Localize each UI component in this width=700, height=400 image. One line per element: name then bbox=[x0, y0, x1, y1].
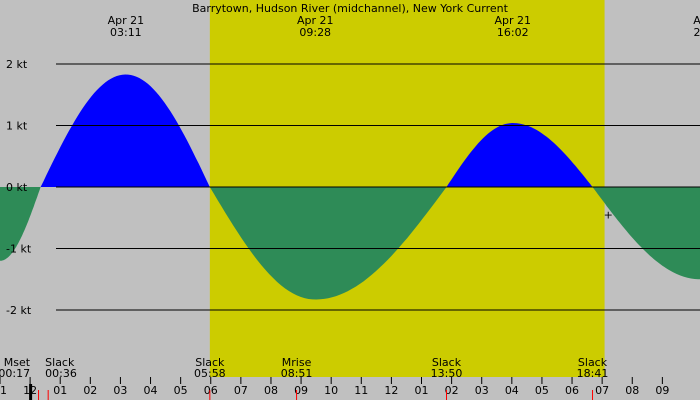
hour-tick-label: 04 bbox=[505, 384, 519, 397]
chart-title: Barrytown, Hudson River (midchannel), Ne… bbox=[192, 2, 509, 15]
hour-tick-label: 07 bbox=[595, 384, 609, 397]
hour-tick-label: 03 bbox=[475, 384, 489, 397]
hour-tick-label: 12 bbox=[384, 384, 398, 397]
hour-tick-label: 01 bbox=[53, 384, 67, 397]
ebb-current-area bbox=[209, 187, 447, 300]
y-tick-label: 0 kt bbox=[6, 181, 28, 194]
event-time-label: 13:50 bbox=[431, 367, 463, 380]
event-title-label: Mrise bbox=[282, 356, 312, 369]
grid-layer: 2 kt 1 kt 0 kt -1 kt -2 kt bbox=[6, 58, 700, 317]
event-time-label: 00:17 bbox=[0, 367, 30, 380]
hour-tick-label: 03 bbox=[113, 384, 127, 397]
hour-tick-label: 02 bbox=[445, 384, 459, 397]
hour-tick-label: 08 bbox=[264, 384, 278, 397]
flood-current-area bbox=[446, 123, 593, 187]
hour-tick-label: 09 bbox=[294, 384, 308, 397]
y-tick-label: 2 kt bbox=[6, 58, 28, 71]
y-tick-label: 1 kt bbox=[6, 120, 28, 133]
event-title-label: Slack bbox=[45, 356, 75, 369]
hour-tick-label: 01 bbox=[415, 384, 429, 397]
extreme-date-label: A bbox=[693, 14, 700, 27]
hour-tick-label: 10 bbox=[324, 384, 338, 397]
extreme-date-label: Apr 21 bbox=[297, 14, 334, 27]
y-tick-label: -1 kt bbox=[6, 243, 32, 256]
hour-tick-label: 05 bbox=[535, 384, 549, 397]
y-tick-label: -2 kt bbox=[6, 304, 32, 317]
event-title-label: Slack bbox=[195, 356, 225, 369]
hour-tick-label: 09 bbox=[655, 384, 669, 397]
hour-tick-label: 06 bbox=[565, 384, 579, 397]
event-time-label: 18:41 bbox=[577, 367, 609, 380]
marker-layer: + bbox=[604, 209, 613, 222]
bottom-axis-layer: Mset00:17Slack00:36Slack05:58Mrise08:51S… bbox=[0, 356, 669, 400]
event-time-label: 00:36 bbox=[45, 367, 77, 380]
extreme-time-label: 09:28 bbox=[299, 26, 331, 39]
extreme-time-label: 16:02 bbox=[497, 26, 529, 39]
hour-tick-label: 06 bbox=[204, 384, 218, 397]
event-time-label: 05:58 bbox=[194, 367, 226, 380]
extreme-date-label: Apr 21 bbox=[494, 14, 531, 27]
hour-tick-label: 11 bbox=[0, 384, 7, 397]
event-time-label: 08:51 bbox=[281, 367, 313, 380]
flood-current-area bbox=[40, 74, 210, 187]
event-title-label: Slack bbox=[578, 356, 608, 369]
midnight-marker bbox=[29, 384, 33, 400]
hour-tick-label: 02 bbox=[83, 384, 97, 397]
event-title-label: Slack bbox=[432, 356, 462, 369]
hour-tick-label: 08 bbox=[625, 384, 639, 397]
hour-tick-label: 11 bbox=[354, 384, 368, 397]
event-title-label: Mset bbox=[4, 356, 31, 369]
ebb-current-area bbox=[0, 187, 41, 261]
label-layer: Barrytown, Hudson River (midchannel), Ne… bbox=[108, 2, 700, 39]
extreme-time-label: 2 bbox=[693, 26, 700, 39]
hour-tick-label: 04 bbox=[144, 384, 158, 397]
extreme-time-label: 03:11 bbox=[110, 26, 142, 39]
extreme-date-label: Apr 21 bbox=[108, 14, 145, 27]
ebb-current-area bbox=[592, 187, 700, 280]
current-area-layer bbox=[0, 74, 700, 300]
hour-tick-label: 05 bbox=[174, 384, 188, 397]
hour-tick-label: 07 bbox=[234, 384, 248, 397]
current-time-marker: + bbox=[604, 209, 613, 222]
